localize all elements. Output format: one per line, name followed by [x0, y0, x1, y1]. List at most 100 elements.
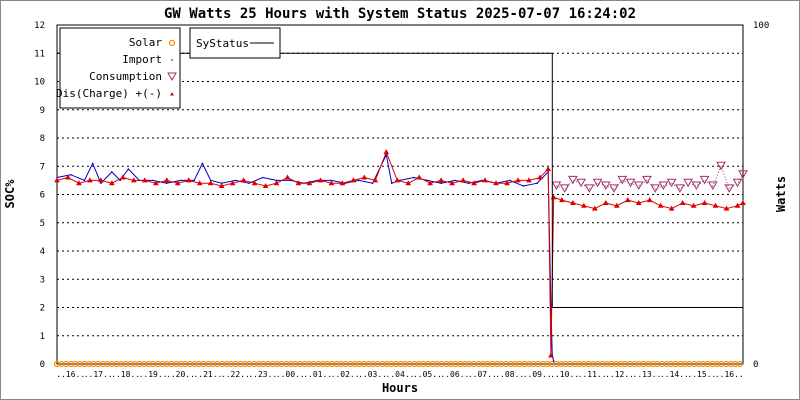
- series-point-import: [119, 179, 121, 182]
- series-point-dis-charge: [515, 177, 521, 183]
- series-point-consumption: [592, 178, 603, 188]
- legend-label: Solar: [129, 36, 162, 49]
- series-point-import: [152, 179, 154, 182]
- series-point-dis-charge: [163, 177, 170, 183]
- series-point-dis-charge: [668, 205, 675, 211]
- series-point-consumption: [691, 181, 702, 191]
- series-point-dis-charge: [591, 205, 598, 211]
- series-point-import: [179, 179, 182, 182]
- series-point-dis-charge: [273, 180, 280, 186]
- legend-label: Dis(Charge) +(-): [56, 87, 162, 100]
- series-point-dis-charge: [218, 183, 225, 189]
- series-point-dis-charge: [240, 177, 247, 183]
- series-point-import: [91, 162, 94, 165]
- x-tick-label: ..02..: [331, 370, 360, 379]
- series-point-import: [100, 182, 102, 184]
- x-tick-label: ..16..: [56, 370, 85, 379]
- series-point-import: [234, 179, 237, 182]
- series-point-consumption: [699, 175, 710, 185]
- series-line-systatus: [57, 52, 743, 308]
- legend-label: Import: [122, 53, 162, 66]
- y-axis-left-label: SOC%: [3, 179, 17, 209]
- x-tick-label: ..16..: [715, 370, 744, 379]
- series-point-import: [127, 168, 130, 170]
- series-point-dis-charge: [679, 199, 686, 205]
- x-tick-label: ..13..: [633, 370, 662, 379]
- series-point-consumption: [650, 184, 661, 193]
- series-point-import: [552, 360, 555, 362]
- series-point-dis-charge: [262, 183, 269, 189]
- y-tick-label: 2: [40, 304, 45, 314]
- series-point-consumption: [600, 181, 611, 191]
- x-tick-label: ..23..: [248, 370, 277, 379]
- series-point-dis-charge: [295, 180, 302, 186]
- series-point-dis-charge: [559, 197, 565, 203]
- chart-title: GW Watts 25 Hours with System Status 202…: [164, 6, 636, 22]
- series-point-dis-charge: [504, 180, 510, 186]
- legend-marker: [170, 92, 174, 96]
- series-point-dis-charge: [251, 180, 258, 186]
- series-layer: [53, 52, 748, 368]
- series-point-dis-charge: [460, 177, 466, 183]
- series-point-dis-charge: [526, 177, 532, 183]
- series-point-import: [508, 179, 511, 182]
- series-point-dis-charge: [229, 180, 236, 186]
- series-point-dis-charge: [361, 174, 368, 180]
- x-tick-label: ..12..: [605, 370, 634, 379]
- series-point-dis-charge: [109, 180, 115, 186]
- y-tick-label: 0: [40, 360, 45, 370]
- x-tick-label: ..17..: [84, 370, 113, 379]
- series-point-dis-charge: [306, 180, 313, 186]
- series-point-dis-charge: [580, 202, 587, 208]
- series-point-import: [412, 176, 415, 179]
- series-point-import: [440, 182, 442, 184]
- x-tick-label: ..15..: [687, 370, 716, 379]
- x-tick-label: ..10..: [550, 370, 579, 379]
- y-right-tick-label: 100: [753, 21, 769, 31]
- legend-marker: [171, 59, 173, 61]
- series-point-dis-charge: [174, 180, 181, 186]
- series-point-dis-charge: [339, 180, 346, 186]
- series-point-dis-charge: [87, 177, 93, 183]
- x-tick-label: ..22..: [221, 370, 250, 379]
- series-point-dis-charge: [740, 199, 746, 205]
- series-point-dis-charge: [482, 177, 488, 183]
- y-tick-label: 12: [34, 21, 45, 31]
- y-tick-label: 7: [40, 162, 45, 172]
- series-point-consumption: [716, 161, 726, 171]
- series-point-consumption: [609, 184, 619, 193]
- series-point-import: [522, 185, 525, 187]
- series-point-import: [262, 176, 264, 179]
- series-point-dis-charge: [317, 177, 324, 183]
- series-point-dis-charge: [98, 177, 104, 183]
- series-point-dis-charge: [76, 180, 82, 186]
- series-point-dis-charge: [602, 199, 609, 205]
- x-tick-label: ..18..: [111, 370, 140, 379]
- x-tick-label: ..14..: [660, 370, 689, 379]
- series-point-dis-charge: [493, 180, 499, 186]
- plot-area: [56, 24, 744, 365]
- axes: 01234567891011120100..16....17....18....…: [34, 21, 769, 379]
- series-point-dis-charge: [65, 174, 71, 180]
- x-tick-label: ..01..: [303, 370, 332, 379]
- series-point-dis-charge: [119, 174, 126, 180]
- x-tick-label: ..03..: [358, 370, 387, 379]
- series-point-dis-charge: [350, 177, 357, 183]
- series-point-import: [390, 182, 393, 184]
- x-tick-label: ..08..: [495, 370, 524, 379]
- series-point-dis-charge: [690, 202, 697, 208]
- series-point-consumption: [732, 178, 743, 188]
- series-point-dis-charge: [328, 180, 335, 186]
- y-tick-label: 9: [40, 106, 45, 116]
- x-tick-label: ..04..: [386, 370, 415, 379]
- series-point-dis-charge: [284, 174, 291, 180]
- series-point-import: [289, 179, 292, 182]
- x-tick-label: ..09..: [523, 370, 552, 379]
- series-point-consumption: [625, 178, 636, 188]
- x-tick-label: ..06..: [440, 370, 469, 379]
- series-point-solar: [736, 360, 743, 368]
- series-point-consumption: [675, 184, 685, 193]
- series-point-dis-charge: [734, 202, 741, 208]
- series-point-import: [536, 182, 538, 184]
